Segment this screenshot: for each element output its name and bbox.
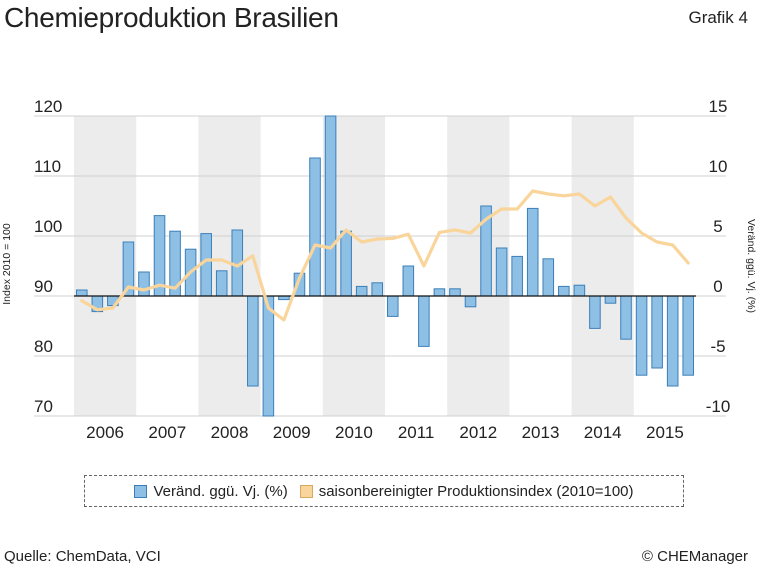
bar [464, 295, 477, 308]
year-label: 2009 [273, 423, 311, 442]
right-tick-label: 10 [709, 157, 728, 176]
copyright-note: © CHEManager [641, 548, 748, 565]
bar [247, 295, 259, 387]
bar [324, 115, 337, 297]
bar [666, 295, 679, 387]
bar [651, 295, 663, 369]
right-tick-label: -10 [706, 397, 731, 416]
left-tick-label: 90 [34, 277, 53, 296]
bar [573, 284, 586, 297]
line-swatch-icon [299, 484, 313, 498]
right-tick-label: 5 [713, 217, 722, 236]
year-label: 2012 [459, 423, 497, 442]
bar [542, 258, 555, 297]
legend: Veränd. ggü. Vj. (%) saisonbereinigter P… [84, 475, 684, 507]
right-tick-label: -5 [710, 337, 725, 356]
bar [138, 271, 150, 297]
year-band [571, 116, 634, 416]
bar [75, 289, 88, 297]
figure-number: Grafik 4 [688, 8, 748, 27]
bar [558, 285, 570, 297]
bar [433, 288, 446, 297]
bar [309, 157, 321, 297]
bar [511, 255, 523, 297]
year-label: 2008 [211, 423, 249, 442]
bar [635, 295, 648, 376]
right-tick-label: 15 [709, 97, 728, 116]
bar [215, 270, 228, 297]
left-tick-label: 70 [34, 397, 53, 416]
year-label: 2013 [522, 423, 560, 442]
year-label: 2007 [148, 423, 186, 442]
bar [495, 247, 508, 297]
right-tick-label: 0 [713, 277, 722, 296]
bar [589, 295, 601, 329]
legend-label-line: saisonbereinigter Produktionsindex (2010… [318, 482, 634, 500]
bar [262, 295, 275, 417]
bar [620, 295, 632, 340]
legend-item-bars: Veränd. ggü. Vj. (%) [134, 482, 288, 500]
left-tick-label: 120 [34, 97, 62, 116]
bar [340, 230, 352, 297]
bar [355, 285, 368, 297]
year-label: 2011 [398, 423, 435, 442]
bar [604, 295, 617, 304]
source-note: Quelle: ChemData, VCI [4, 548, 161, 565]
bar [526, 207, 539, 297]
bar [402, 265, 415, 297]
index-line [80, 189, 690, 322]
bar [682, 295, 695, 376]
year-label: 2010 [335, 423, 373, 442]
left-tick-label: 110 [34, 157, 61, 176]
left-tick-label: 80 [34, 337, 53, 356]
bar [386, 295, 399, 317]
year-label: 2006 [86, 423, 124, 442]
bar [418, 295, 430, 347]
bar [371, 282, 384, 297]
bar-swatch-icon [134, 484, 148, 498]
legend-label-bars: Veränd. ggü. Vj. (%) [153, 482, 288, 500]
year-label: 2014 [584, 423, 622, 442]
left-tick-label: 100 [34, 217, 62, 236]
chart-title: Chemieproduktion Brasilien [4, 2, 339, 33]
year-label: 2015 [646, 423, 684, 442]
bar [449, 288, 461, 297]
legend-item-line: saisonbereinigter Produktionsindex (2010… [299, 482, 634, 500]
